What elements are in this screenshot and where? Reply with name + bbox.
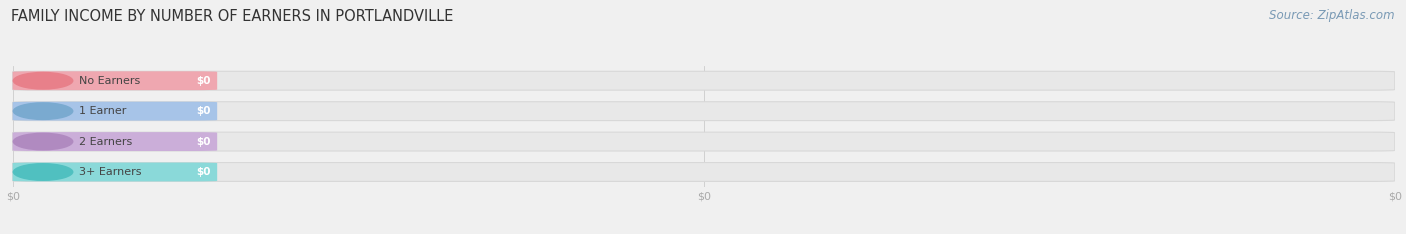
FancyBboxPatch shape [13, 163, 217, 181]
FancyBboxPatch shape [13, 71, 1395, 90]
FancyBboxPatch shape [13, 132, 1395, 151]
Text: $0: $0 [195, 137, 211, 146]
Text: FAMILY INCOME BY NUMBER OF EARNERS IN PORTLANDVILLE: FAMILY INCOME BY NUMBER OF EARNERS IN PO… [11, 9, 454, 24]
FancyBboxPatch shape [13, 132, 217, 151]
Ellipse shape [13, 102, 73, 120]
Text: $0: $0 [195, 106, 211, 116]
Text: No Earners: No Earners [79, 76, 141, 86]
Text: $0: $0 [195, 167, 211, 177]
FancyBboxPatch shape [13, 71, 217, 90]
FancyBboxPatch shape [13, 102, 217, 121]
Text: Source: ZipAtlas.com: Source: ZipAtlas.com [1270, 9, 1395, 22]
FancyBboxPatch shape [13, 102, 1395, 121]
Text: $0: $0 [195, 76, 211, 86]
Text: 3+ Earners: 3+ Earners [79, 167, 142, 177]
Ellipse shape [13, 163, 73, 181]
Text: 1 Earner: 1 Earner [79, 106, 127, 116]
FancyBboxPatch shape [13, 163, 1395, 181]
Ellipse shape [13, 133, 73, 150]
Text: 2 Earners: 2 Earners [79, 137, 132, 146]
Ellipse shape [13, 72, 73, 90]
